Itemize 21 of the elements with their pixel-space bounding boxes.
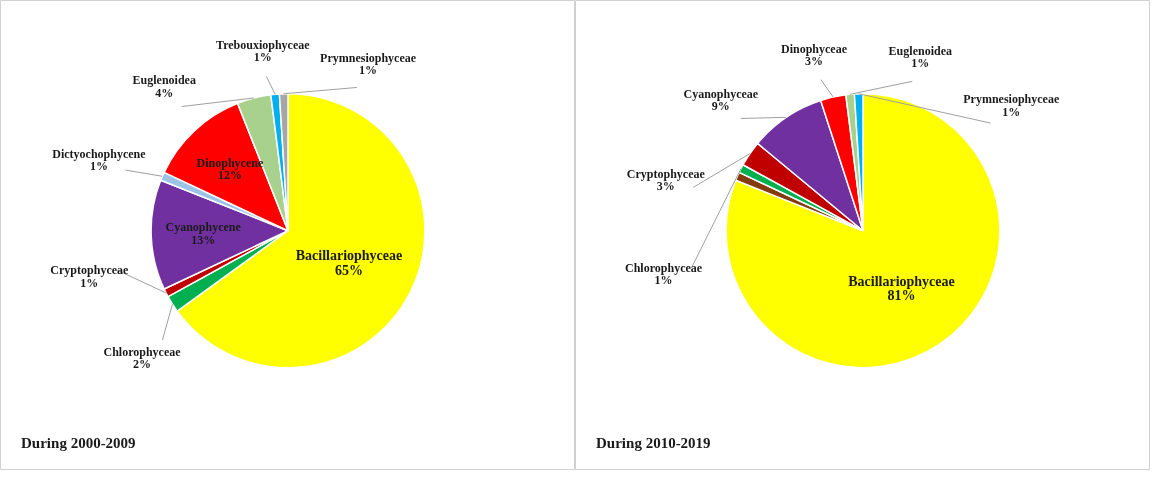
slice-label: Chlorophyceae [103,344,182,359]
text: During 2000-2009 [21,435,136,452]
slice-label: Prymnesiophyceae [963,92,1060,107]
slice-label: Bacillariophyceae [848,273,955,289]
slice-label: Cryptophyceae [50,263,130,278]
slice-label: Prymnesiophyceae [320,50,417,65]
slice-label: Trebouxiophyceae [216,38,311,53]
data-label: 81% [887,288,916,304]
slice-label: Dictyochophycene [52,147,147,162]
slice-label: Dinophyceae [781,41,848,56]
slice-label: Euglenoidea [888,43,952,58]
data-label: 4% [155,85,174,100]
slice-label: Cryptophyceae [626,167,706,182]
data-label: 1% [911,56,930,71]
slice-label: Cyanophyceae [683,86,759,101]
text: During 2010-2019 [596,435,711,452]
slice-label: Chlorophyceae [625,260,703,275]
data-label: 65% [334,262,363,278]
slice-label: Euglenoidea [132,73,196,88]
slice-label: Cyanophycene [165,220,242,235]
slice-label: Bacillariophyceae [295,248,403,264]
